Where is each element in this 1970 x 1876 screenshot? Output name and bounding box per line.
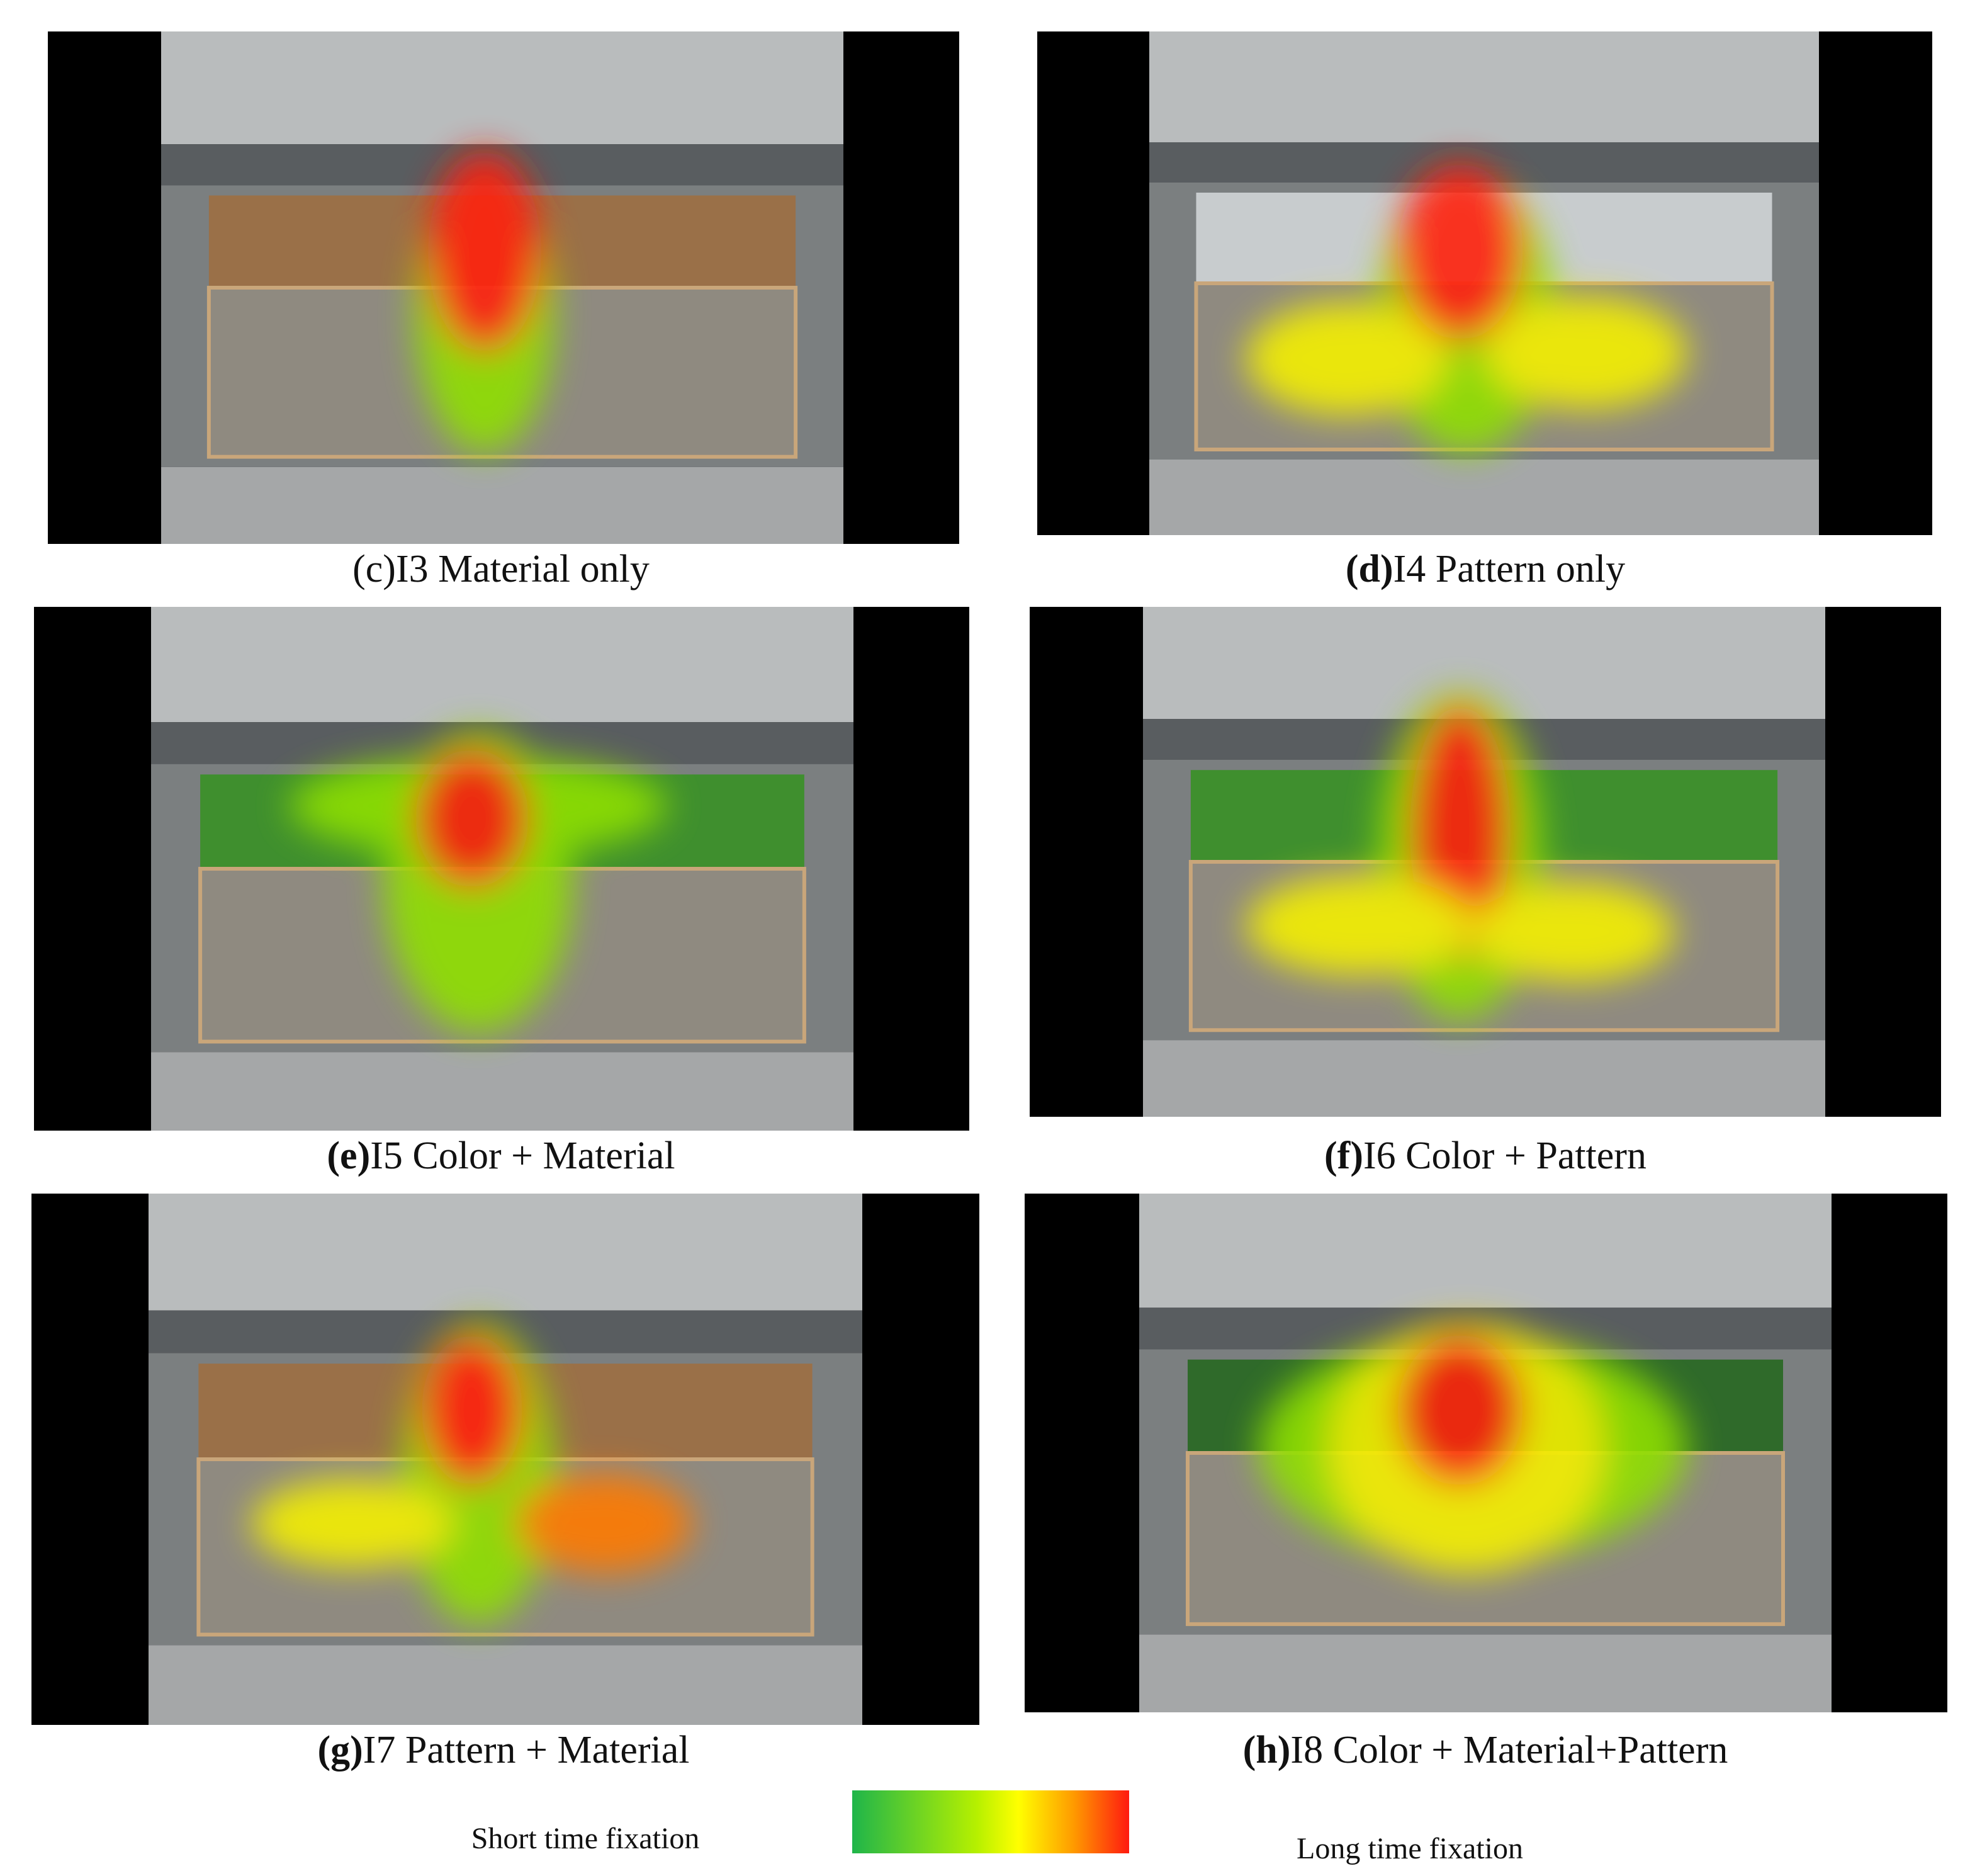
panel-title: I7 Pattern + Material — [363, 1729, 690, 1771]
sidewalk — [161, 466, 843, 544]
heatmap — [252, 1322, 692, 1624]
legend-gradient — [852, 1790, 1129, 1853]
building-top — [151, 607, 853, 723]
building-top — [161, 31, 843, 145]
building-top — [149, 1194, 862, 1311]
panel-title: I4 Pattern only — [1393, 548, 1626, 590]
panel: (h)I8 Color + Material+Pattern — [1025, 1194, 1947, 1771]
sidewalk — [1149, 460, 1819, 535]
panel-label: (e) — [327, 1134, 370, 1177]
heat-blob — [1485, 296, 1687, 409]
legend-long: Long time fixation — [1297, 1832, 1523, 1865]
panel-caption: (e)I5 Color + Material — [327, 1134, 675, 1177]
heatmap — [415, 151, 554, 453]
panel-title: I6 Color + Pattern — [1363, 1134, 1646, 1177]
panel-label: (f) — [1324, 1134, 1363, 1177]
heat-blob — [1246, 875, 1473, 976]
panel: (f)I6 Color + Pattern — [1030, 607, 1941, 1177]
heat-blob — [415, 749, 529, 888]
panel-caption: (d)I4 Pattern only — [1346, 548, 1625, 590]
panel-title: I8 Color + Material+Pattern — [1290, 1729, 1728, 1771]
heat-blob — [1397, 1335, 1523, 1486]
panel-label: (h) — [1243, 1729, 1291, 1771]
panel-title: I5 Color + Material — [370, 1134, 675, 1177]
panel: (g)I7 Pattern + Material — [31, 1194, 979, 1771]
heatmap — [1246, 164, 1687, 453]
panel-caption: (g)I7 Pattern + Material — [317, 1729, 689, 1771]
legend-short: Short time fixation — [471, 1822, 700, 1855]
sidewalk — [1143, 1040, 1825, 1117]
sidewalk — [151, 1052, 853, 1131]
heatmap — [1246, 692, 1674, 1020]
building-top — [1139, 1194, 1832, 1308]
heatmap — [1259, 1322, 1687, 1574]
panel-title: I3 Material only — [396, 548, 650, 590]
building-top — [1149, 31, 1819, 142]
panel: (d)I4 Pattern only — [1037, 31, 1932, 590]
heat-blob — [422, 1335, 522, 1486]
heat-blob — [1246, 302, 1448, 415]
heat-blob — [1397, 164, 1523, 340]
panel-label: (c) — [352, 548, 396, 590]
heatmap — [290, 730, 667, 1032]
heat-blob — [516, 1473, 692, 1574]
panel-caption: (c)I3 Material only — [352, 548, 650, 590]
heat-blob — [252, 1479, 453, 1568]
panel-label: (g) — [317, 1729, 363, 1771]
panel-label: (d) — [1346, 548, 1393, 590]
sidewalk — [1139, 1634, 1832, 1712]
heat-blob — [1473, 881, 1674, 982]
panel: (c)I3 Material only — [48, 31, 959, 590]
panel: (e)I5 Color + Material — [34, 607, 969, 1177]
sidewalk — [149, 1645, 862, 1725]
panel-caption: (f)I6 Color + Pattern — [1324, 1134, 1646, 1177]
panel-caption: (h)I8 Color + Material+Pattern — [1243, 1729, 1728, 1771]
heat-blob — [428, 151, 541, 353]
